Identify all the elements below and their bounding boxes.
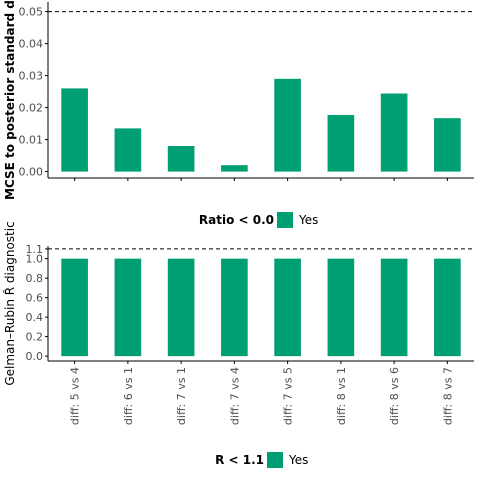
- x-tick-label-6: diff: 8 vs 1: [335, 367, 348, 425]
- y-tick-label-bottom-2: 0.4: [26, 311, 44, 324]
- legend-label-top: Yes: [298, 213, 318, 227]
- bar-top-8: [434, 118, 461, 172]
- legend-label-bottom: Yes: [288, 453, 308, 467]
- y-tick-label-bottom-4: 0.8: [26, 272, 44, 285]
- y-tick-label-top-5: 0.05: [19, 6, 44, 19]
- bar-top-2: [114, 128, 142, 172]
- bar-bottom-6: [327, 258, 355, 357]
- bar-top-1: [61, 88, 88, 172]
- x-tick-label-5: diff: 7 vs 5: [282, 367, 295, 425]
- bar-bottom-1: [61, 258, 88, 357]
- bar-bottom-7: [380, 258, 408, 357]
- y-tick-label-bottom-5: 1.0: [26, 253, 44, 266]
- y-tick-label-top-1: 0.01: [19, 134, 44, 147]
- bar-top-4: [221, 165, 248, 172]
- bar-bottom-5: [274, 258, 301, 357]
- legend-title-bottom: R < 1.1: [215, 453, 264, 467]
- y-tick-label-top-3: 0.03: [19, 70, 44, 83]
- x-tick-label-7: diff: 8 vs 6: [388, 367, 401, 425]
- y-tick-label-top-4: 0.04: [19, 38, 44, 51]
- bar-bottom-8: [434, 258, 461, 357]
- legend-top: Ratio < 0.0 Yes: [199, 212, 318, 228]
- x-tick-label-1: diff: 5 vs 4: [69, 367, 82, 425]
- bar-top-5: [274, 78, 301, 172]
- y-tick-label-top-2: 0.02: [19, 102, 44, 115]
- legend-title-top: Ratio < 0.0: [199, 213, 274, 227]
- bar-top-3: [167, 146, 195, 172]
- x-tick-label-8: diff: 8 vs 7: [441, 367, 454, 425]
- y-tick-label-bottom-6: 1.1: [26, 243, 44, 256]
- x-tick-label-4: diff: 7 vs 4: [228, 367, 241, 425]
- x-tick-label-3: diff: 7 vs 1: [175, 367, 188, 425]
- legend-key-top: [277, 212, 293, 228]
- y-tick-label-bottom-1: 0.2: [26, 331, 44, 344]
- y-axis-title-top: MCSE to posterior standard devi: [3, 0, 17, 200]
- bar-top-7: [380, 93, 408, 172]
- y-tick-label-bottom-3: 0.6: [26, 292, 44, 305]
- bar-bottom-2: [114, 258, 142, 357]
- x-tick-label-2: diff: 6 vs 1: [122, 367, 135, 425]
- bar-bottom-4: [221, 258, 248, 357]
- legend-bottom: R < 1.1 Yes: [215, 452, 308, 468]
- y-tick-label-bottom-0: 0.0: [26, 350, 44, 363]
- bar-bottom-3: [167, 258, 195, 357]
- y-tick-label-top-0: 0.00: [19, 166, 44, 179]
- y-axis-title-bottom: Gelman–Rubin R̂ diagnostic: [3, 221, 17, 385]
- legend-key-bottom: [267, 452, 283, 468]
- panel-bottom: 0.0 0.2 0.4 0.6 0.8 1.01.1 diff: 5 vs 4 diff: 6…: [3, 221, 474, 468]
- bar-top-6: [327, 114, 355, 172]
